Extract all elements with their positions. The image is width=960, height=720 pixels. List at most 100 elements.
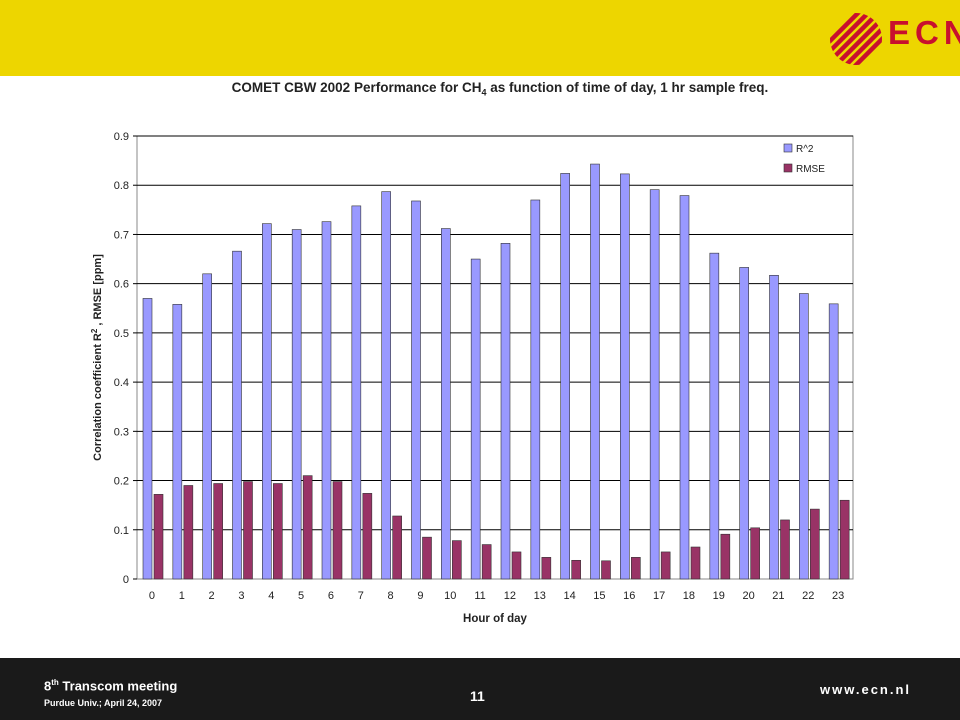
- bar-r2: [202, 273, 212, 580]
- bar-r2: [799, 293, 809, 580]
- x-tick-label: 18: [683, 590, 695, 602]
- footer-title-rest: Transcom meeting: [58, 678, 178, 694]
- ecn-logo-icon: [830, 13, 882, 65]
- footer-title-prefix: 8: [44, 678, 52, 694]
- bar-rmse: [571, 559, 581, 580]
- bar-rmse: [392, 515, 402, 580]
- x-tick-label: 21: [772, 590, 784, 602]
- bar-rmse: [302, 475, 313, 580]
- x-tick-label: 1: [179, 590, 185, 602]
- legend-swatch: [783, 163, 793, 173]
- y-tick-label: 0.5: [114, 328, 129, 340]
- x-tick-label: 20: [742, 590, 754, 602]
- bar-r2: [291, 229, 302, 580]
- x-tick-label: 12: [504, 590, 516, 602]
- footer-bar: 8th Transcom meeting Purdue Univ.; April…: [0, 658, 960, 720]
- y-tick-label: 0.4: [114, 377, 129, 389]
- bar-r2: [590, 163, 600, 580]
- y-tick-label: 0.6: [114, 279, 129, 291]
- x-tick-label: 17: [653, 590, 665, 602]
- chart-title-subscript: 4: [481, 87, 487, 98]
- y-axis-label: Correlation coefficient R2 , RMSE [ppm]: [90, 254, 104, 461]
- legend-label: RMSE: [796, 164, 825, 175]
- x-tick-label: 11: [474, 590, 485, 602]
- footer-title-sup: th: [51, 678, 59, 687]
- x-tick-label: 3: [238, 590, 244, 602]
- x-tick-label: 19: [713, 590, 725, 602]
- bar-rmse: [750, 527, 760, 580]
- bar-r2: [769, 274, 779, 580]
- bar-rmse: [481, 544, 492, 580]
- footer-subtitle: Purdue Univ.; April 24, 2007: [44, 698, 163, 708]
- bar-rmse: [153, 494, 164, 580]
- bar-r2: [321, 221, 332, 580]
- bar-rmse: [720, 533, 731, 580]
- x-tick-label: 23: [832, 590, 844, 602]
- y-tick-label: 0.2: [114, 476, 129, 488]
- x-tick-label: 5: [298, 590, 304, 602]
- bar-r2: [500, 243, 511, 580]
- x-tick-label: 16: [623, 590, 635, 602]
- bar-r2: [709, 252, 720, 580]
- legend-label: R^2: [796, 144, 814, 155]
- bar-r2: [530, 199, 541, 580]
- plot-area: [136, 135, 854, 580]
- legend-swatch: [783, 143, 793, 153]
- x-tick-label: 15: [593, 590, 605, 602]
- bar-r2: [620, 173, 630, 580]
- y-tick-label: 0.7: [114, 229, 129, 241]
- bar-r2: [470, 258, 481, 580]
- website-link[interactable]: www.ecn.nl: [820, 682, 912, 697]
- bar-rmse: [660, 551, 671, 580]
- bar-r2: [828, 303, 839, 580]
- bar-rmse: [631, 557, 641, 580]
- x-tick-label: 8: [388, 590, 394, 602]
- bar-r2: [441, 228, 451, 580]
- bar-rmse: [422, 536, 432, 580]
- bar-rmse: [839, 499, 850, 580]
- bar-r2: [262, 223, 272, 580]
- ecn-logo: ECN: [826, 10, 960, 66]
- header-bar: ECN: [0, 0, 960, 76]
- x-tick-label: 9: [417, 590, 423, 602]
- bar-r2: [232, 250, 242, 580]
- bar-rmse: [332, 481, 343, 580]
- x-tick-label: 10: [444, 590, 456, 602]
- bar-rmse: [541, 557, 552, 580]
- y-tick-label: 0.3: [114, 426, 129, 438]
- x-tick-label: 2: [209, 590, 215, 602]
- chart-title: COMET CBW 2002 Performance for CH4 as fu…: [0, 80, 960, 98]
- x-tick-label: 22: [802, 590, 814, 602]
- x-tick-label: 4: [268, 590, 274, 602]
- x-tick-label: 7: [358, 590, 364, 602]
- bar-r2: [142, 298, 153, 580]
- bar-r2: [351, 205, 362, 580]
- bar-rmse: [511, 551, 522, 580]
- chart-title-end: as function of time of day, 1 hr sample …: [486, 80, 769, 95]
- y-tick-label: 0.8: [114, 180, 129, 192]
- chart-title-main: COMET CBW 2002 Performance for CH: [231, 80, 482, 95]
- bar-rmse: [362, 493, 373, 580]
- bar-r2: [172, 304, 183, 580]
- x-tick-label: 6: [328, 590, 334, 602]
- bar-rmse: [243, 481, 253, 580]
- page-number: 11: [470, 688, 485, 704]
- bar-rmse: [452, 540, 462, 580]
- x-tick-label: 13: [534, 590, 546, 602]
- y-tick-label: 0.1: [114, 525, 129, 537]
- bar-rmse: [810, 508, 820, 580]
- bar-r2: [679, 195, 690, 580]
- x-axis-label: Hour of day: [463, 613, 527, 625]
- y-tick-label: 0: [123, 574, 129, 586]
- bar-rmse: [690, 546, 701, 580]
- bar-r2: [739, 267, 749, 580]
- bar-rmse: [601, 560, 611, 580]
- bar-rmse: [183, 485, 194, 580]
- bar-r2: [649, 189, 660, 580]
- bar-r2: [560, 173, 570, 580]
- bar-rmse: [780, 519, 790, 580]
- bar-rmse: [273, 483, 283, 580]
- x-tick-label: 14: [563, 590, 575, 602]
- logo-text: ECN: [888, 14, 960, 51]
- footer-title: 8th Transcom meeting: [44, 678, 177, 693]
